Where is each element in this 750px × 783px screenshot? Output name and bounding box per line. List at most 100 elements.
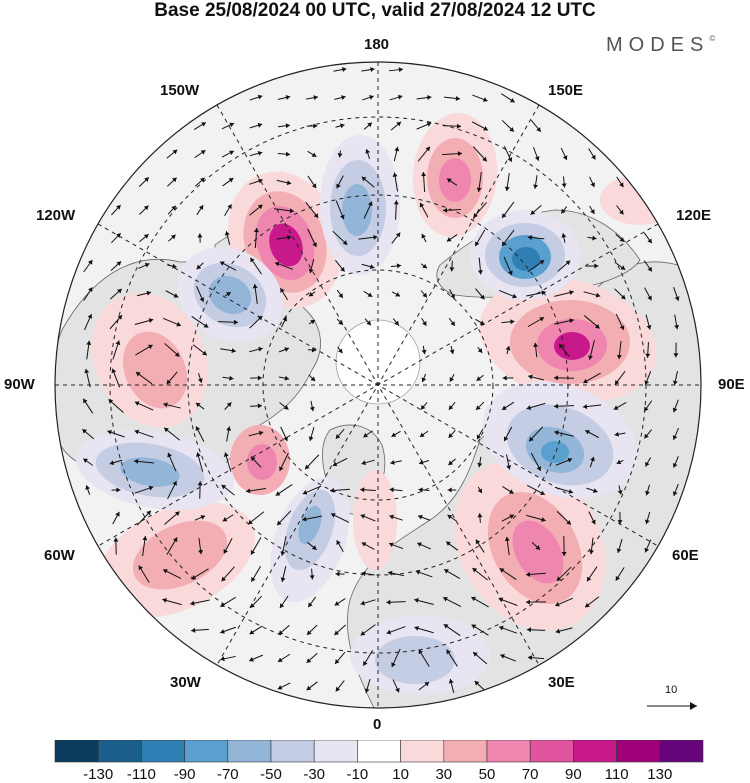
wind-arrow-head — [583, 378, 589, 384]
wind-arrow-head — [306, 685, 312, 691]
wind-arrow-head — [87, 259, 93, 265]
wind-arrow-head — [195, 426, 201, 432]
wind-arrow-head — [200, 150, 206, 155]
wind-arrow-head — [108, 399, 114, 404]
wind-arrow-head — [443, 624, 449, 629]
wind-arrow-head — [446, 541, 451, 547]
wind-arrow-head — [191, 627, 196, 633]
wind-arrow-head — [590, 456, 595, 462]
wind-vectors — [82, 67, 680, 694]
wind-arrow-head — [418, 487, 423, 493]
wind-arrow-head — [476, 434, 482, 440]
wind-arrow-head — [672, 380, 678, 385]
wind-arrow-head — [200, 515, 206, 520]
wind-arrow-head — [620, 265, 626, 270]
wind-arrow-head — [308, 602, 313, 608]
wind-arrow-head — [391, 662, 396, 668]
wind-arrow-head — [591, 154, 596, 160]
wind-arrow-head — [647, 295, 652, 301]
wind-arrow-head — [417, 542, 422, 547]
wind-arrow-head — [250, 456, 256, 462]
wind-arrow-head — [341, 95, 346, 100]
wind-arrow-head — [393, 200, 399, 205]
wind-arrow-head — [172, 537, 178, 543]
wind-arrow-head — [280, 288, 285, 293]
wind-arrow-head — [421, 233, 426, 239]
wind-arrow-head — [138, 565, 144, 571]
wind-arrow-head — [541, 290, 546, 296]
wind-arrow-head — [253, 228, 259, 233]
wind-arrow-head — [614, 380, 620, 385]
colorbar-swatch — [313, 740, 358, 763]
wind-arrow-head — [591, 519, 596, 525]
wind-arrow-head — [250, 257, 255, 263]
wind-arrow-head — [565, 260, 571, 266]
wind-arrow-head — [508, 270, 513, 276]
wind-arrow-head — [84, 368, 90, 374]
wind-arrow-head — [308, 268, 314, 274]
wind-arrow-head — [674, 324, 680, 330]
wind-arrow-head — [510, 319, 515, 325]
wind-arrow-head — [302, 516, 307, 522]
wind-arrow-head — [446, 237, 452, 242]
wind-arrow-head — [646, 324, 652, 330]
wind-arrow-head — [191, 574, 197, 580]
wind-arrow-head — [198, 205, 204, 210]
wind-arrow-head — [389, 542, 394, 548]
wind-arrow-head — [501, 241, 507, 246]
wind-arrow-head — [395, 687, 400, 693]
wind-arrow-head — [645, 353, 651, 358]
wind-arrow-head — [530, 210, 536, 215]
wind-arrow-head — [450, 294, 455, 299]
wind-arrow-head — [473, 212, 478, 218]
reference-vector-head — [690, 702, 697, 710]
wind-arrow-head — [443, 207, 448, 213]
wind-arrow-head — [278, 657, 283, 662]
wind-arrow-head — [502, 213, 507, 218]
wind-arrow-head — [198, 549, 204, 555]
wind-arrow-head — [617, 520, 623, 525]
wind-arrow-head — [444, 569, 449, 574]
wind-arrow-head — [250, 603, 255, 608]
wind-arrow-head — [620, 294, 626, 300]
wind-arrow-head — [286, 180, 292, 186]
wind-arrow-head — [528, 374, 533, 380]
wind-arrow-head — [257, 204, 263, 210]
wind-arrow-head — [508, 489, 514, 494]
wind-arrow-head — [284, 347, 289, 352]
wind-arrow-head — [277, 520, 282, 526]
wind-arrow-head — [420, 404, 426, 410]
wind-arrow-head — [426, 122, 432, 127]
wind-arrow-head — [395, 232, 401, 238]
wind-arrow-head — [672, 491, 678, 496]
colorbar — [54, 740, 704, 763]
wind-arrow-head — [135, 372, 141, 377]
wind-arrow-head — [83, 398, 88, 404]
wind-arrow-head — [616, 548, 622, 553]
wind-arrow-head — [427, 95, 432, 101]
wind-arrow-head — [366, 320, 371, 326]
wind-arrow-head — [361, 460, 366, 466]
wind-arrow-head — [195, 452, 201, 457]
wind-arrow-head — [308, 436, 314, 441]
wind-arrow-head — [335, 571, 340, 577]
wind-arrow-head — [162, 598, 167, 603]
wind-arrow-head — [504, 186, 510, 191]
wind-arrow-head — [554, 375, 559, 381]
wind-arrow-head — [477, 462, 483, 468]
wind-arrow-head — [499, 625, 504, 631]
wind-arrow-head — [336, 540, 341, 545]
lon-label-60w: 60W — [44, 547, 75, 564]
wind-arrow-head — [539, 260, 545, 265]
colorbar-swatch — [184, 740, 229, 763]
wind-arrow-head — [197, 481, 203, 486]
colorbar-tick-label: -70 — [216, 766, 239, 783]
wind-arrow-head — [330, 487, 335, 493]
wind-arrow-head — [369, 264, 375, 270]
wind-arrow-head — [561, 183, 567, 188]
wind-arrow-head — [479, 294, 485, 300]
wind-arrow-head — [391, 432, 397, 437]
colorbar-tick-label: -30 — [303, 766, 326, 783]
wind-arrow-head — [335, 434, 341, 439]
polar-stereographic-map — [54, 61, 702, 710]
